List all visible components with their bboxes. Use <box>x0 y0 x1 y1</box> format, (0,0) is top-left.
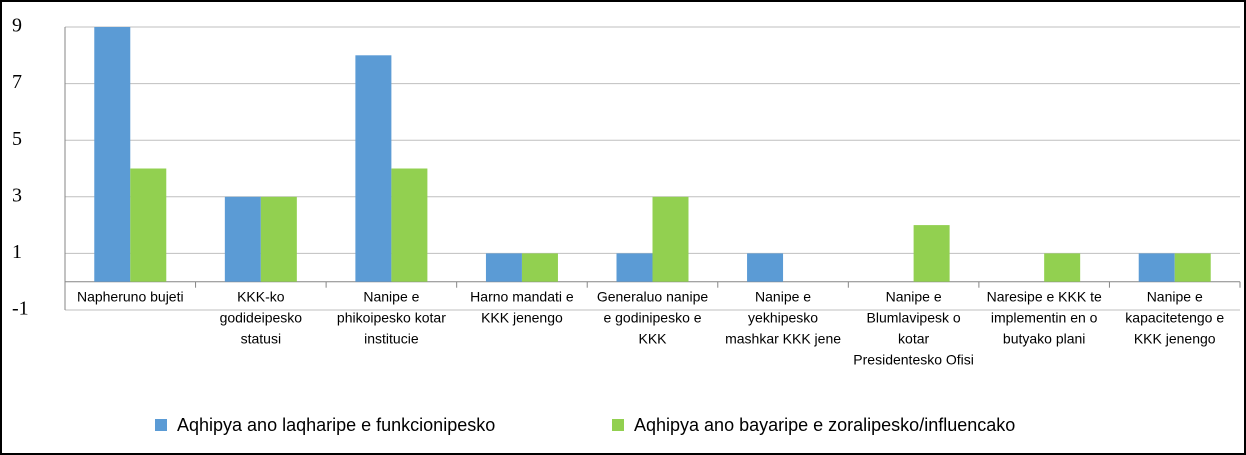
bar <box>652 196 689 282</box>
y-tick-label: 3 <box>12 184 22 206</box>
legend-label: Aqhipya ano bayaripe e zoralipesko/influ… <box>634 415 1015 435</box>
legend-label: Aqhipya ano laqharipe e funkcionipesko <box>177 415 495 435</box>
bar <box>521 253 558 282</box>
x-tick-label: KKK-ko godideipesko statusi <box>220 289 303 347</box>
bar <box>391 168 428 282</box>
bar <box>1138 253 1175 282</box>
bar <box>260 196 297 282</box>
y-tick-label: 5 <box>12 128 22 150</box>
x-tick-label: Nanipe e phikoipesko kotar institucie <box>337 289 446 347</box>
y-tick-label: 7 <box>12 71 22 93</box>
x-tick-label: Harno mandati e KKK jenengo <box>470 289 574 326</box>
bar <box>1174 253 1211 282</box>
x-tick-label: Napheruno bujeti <box>77 289 184 305</box>
legend-swatch <box>155 419 167 431</box>
bar <box>616 253 653 282</box>
x-tick-label: Naresipe e KKK te implementin en o butyako… <box>987 289 1102 347</box>
bar <box>913 225 950 282</box>
bar <box>94 27 131 282</box>
x-tick-label: Nanipe e yekhipesko mashkar KKK jene <box>725 289 841 347</box>
legend-swatch <box>612 419 624 431</box>
y-tick-label: 1 <box>12 241 22 263</box>
bar <box>1044 253 1081 282</box>
bar <box>355 55 392 282</box>
bar <box>130 168 167 282</box>
y-tick-label: -1 <box>12 298 29 320</box>
x-tick-label: Generaluo nanipe e godinipesko e KKK <box>597 289 709 347</box>
x-tick-label: Nanipe e kapacitetengo e KKK jenengo <box>1125 289 1224 347</box>
bar <box>747 253 784 282</box>
x-tick-label: Nanipe e Blumlavipesk o kotar Presidentesko… <box>853 289 974 368</box>
bar <box>485 253 522 282</box>
y-tick-label: 9 <box>12 15 22 37</box>
bar <box>224 196 261 282</box>
